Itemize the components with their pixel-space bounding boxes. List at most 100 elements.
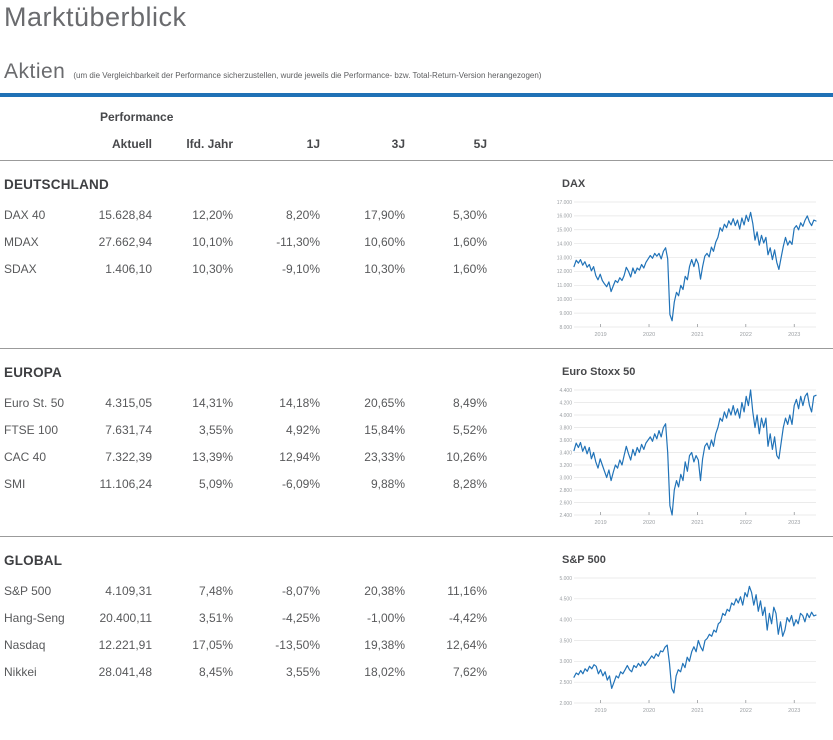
index-name: SDAX (4, 261, 37, 276)
index-value: 11,16% (447, 583, 487, 598)
x-axis-label: 2023 (788, 708, 800, 714)
column-header-aktuell: Aktuell (111, 137, 152, 151)
index-value: 1,60% (452, 234, 487, 249)
index-name: Hang-Seng (4, 610, 65, 625)
index-value: 8,45% (198, 664, 233, 679)
table-row: S&P 500 4.109,31 7,48% -8,07% 20,38% 11,16% (4, 577, 520, 604)
index-value: 20,38% (364, 583, 405, 598)
table-row: FTSE 100 7.631,74 3,55% 4,92% 15,84% 5,52% (4, 416, 520, 443)
index-value: 28.041,48 (98, 664, 152, 679)
y-axis-label: 17.000 (557, 200, 573, 206)
index-value: -13,50% (275, 637, 320, 652)
chart-euro-stoxx-50: Euro Stoxx 50 4.400 4.200 4.000 3.800 3.600 3… (548, 349, 820, 536)
chart-title-dax: DAX (562, 178, 586, 190)
index-value: 5,09% (198, 476, 233, 491)
index-value: 27.662,94 (98, 234, 152, 249)
index-value: -4,25% (281, 610, 320, 625)
column-header-lfd-jahr: lfd. Jahr (186, 137, 233, 151)
index-value: 7.631,74 (105, 422, 152, 437)
table-row: MDAX 27.662,94 10,10% -11,30% 10,60% 1,60% (4, 228, 520, 255)
rows-global: S&P 500 4.109,31 7,48% -8,07% 20,38% 11,16% Ha… (4, 577, 520, 685)
y-axis-label: 2.800 (559, 488, 572, 494)
index-value: 3,51% (198, 610, 233, 625)
y-axis-label: 2.600 (559, 500, 572, 506)
section-title-global: GLOBAL (4, 553, 63, 568)
band-deutschland: DEUTSCHLAND DAX 40 15.628,84 12,20% 8,20% 17… (0, 161, 833, 349)
y-axis-label: 3.200 (559, 463, 572, 469)
index-name: S&P 500 (4, 583, 52, 598)
performance-group-header: Performance (100, 110, 174, 124)
y-axis-label: 2.000 (559, 701, 572, 707)
y-axis-label: 3.000 (559, 659, 572, 665)
x-axis-label: 2019 (594, 332, 606, 338)
index-value: 12,64% (446, 637, 487, 652)
index-name: Nasdaq (4, 637, 46, 652)
accent-divider (0, 93, 833, 97)
y-axis-label: 4.000 (559, 413, 572, 419)
index-value: -11,30% (276, 234, 320, 249)
x-axis-label: 2019 (594, 520, 606, 526)
column-header-5j: 5J (473, 137, 487, 151)
index-value: -8,07% (281, 583, 320, 598)
index-value: 5,30% (452, 207, 487, 222)
index-value: 15.628,84 (98, 207, 152, 222)
y-axis-label: 11.000 (557, 283, 572, 289)
chart-sp-500: S&P 500 5.000 4.500 4.000 3.500 3.000 2.500 2.… (548, 537, 820, 740)
index-value: 9,88% (370, 476, 405, 491)
index-name: SMI (4, 476, 26, 491)
table-row: Euro St. 50 4.315,05 14,31% 14,18% 20,65% 8,4… (4, 389, 520, 416)
column-header-row: Aktuell lfd. Jahr 1J 3J 5J (4, 133, 833, 155)
index-value: 8,49% (452, 395, 487, 410)
index-value: 4.109,31 (105, 583, 152, 598)
index-name: Nikkei (4, 664, 37, 679)
index-value: 12.221,91 (98, 637, 152, 652)
y-axis-label: 2.400 (559, 513, 572, 519)
y-axis-label: 3.600 (559, 438, 572, 444)
index-value: -6,09% (281, 476, 320, 491)
index-value: 10,60% (364, 234, 405, 249)
index-value: 7.322,39 (105, 449, 152, 464)
x-axis-label: 2020 (643, 520, 655, 526)
x-axis-label: 2023 (788, 332, 800, 338)
index-value: 8,20% (285, 207, 320, 222)
chart-dax: DAX 17.000 16.000 15.000 14.000 13.000 12.000… (548, 161, 820, 348)
index-value: 8,28% (452, 476, 487, 491)
section-title-deutschland: DEUTSCHLAND (4, 177, 109, 192)
index-value: 19,38% (364, 637, 405, 652)
index-name: DAX 40 (4, 207, 46, 222)
index-value: -9,10% (281, 261, 320, 276)
section-global: GLOBAL S&P 500 4.109,31 7,48% -8,07% 20,38% 1… (0, 537, 520, 740)
chart-canvas-euro-stoxx-50: 4.400 4.200 4.000 3.800 3.600 3.400 3.200 3.000… (548, 385, 820, 536)
index-value: 17,90% (364, 207, 405, 222)
y-axis-label: 12.000 (557, 269, 573, 275)
index-value: 14,18% (279, 395, 320, 410)
index-value: 17,05% (192, 637, 233, 652)
section-europa: EUROPA Euro St. 50 4.315,05 14,31% 14,18% 20… (0, 349, 520, 536)
y-axis-label: 15.000 (557, 228, 573, 234)
y-axis-label: 4.000 (559, 617, 572, 623)
table-row: SMI 11.106,24 5,09% -6,09% 9,88% 8,28% (4, 470, 520, 497)
y-axis-label: 3.800 (559, 425, 572, 431)
y-axis-label: 4.400 (559, 388, 572, 394)
x-axis-label: 2021 (691, 332, 703, 338)
index-value: 15,84% (364, 422, 405, 437)
index-value: 11.106,24 (99, 476, 153, 491)
index-value: 4.315,05 (105, 395, 152, 410)
index-value: 5,52% (452, 422, 487, 437)
y-axis-label: 5.000 (559, 576, 572, 582)
x-axis-label: 2022 (740, 708, 752, 714)
y-axis-label: 4.200 (559, 400, 572, 406)
column-header-1j: 1J (306, 137, 320, 151)
band-europa: EUROPA Euro St. 50 4.315,05 14,31% 14,18% 20… (0, 349, 833, 537)
table-row: Nikkei 28.041,48 8,45% 3,55% 18,02% 7,62% (4, 658, 520, 685)
x-axis-label: 2021 (691, 520, 703, 526)
y-axis-label: 8.000 (559, 325, 572, 331)
chart-title-sp-500: S&P 500 (562, 554, 606, 566)
rows-europa: Euro St. 50 4.315,05 14,31% 14,18% 20,65% 8,4… (4, 389, 520, 497)
index-name: MDAX (4, 234, 39, 249)
index-value: 1,60% (452, 261, 487, 276)
chart-title-euro-stoxx-50: Euro Stoxx 50 (562, 366, 636, 378)
y-axis-label: 2.500 (559, 680, 572, 686)
page-title: Marktüberblick (4, 2, 187, 32)
